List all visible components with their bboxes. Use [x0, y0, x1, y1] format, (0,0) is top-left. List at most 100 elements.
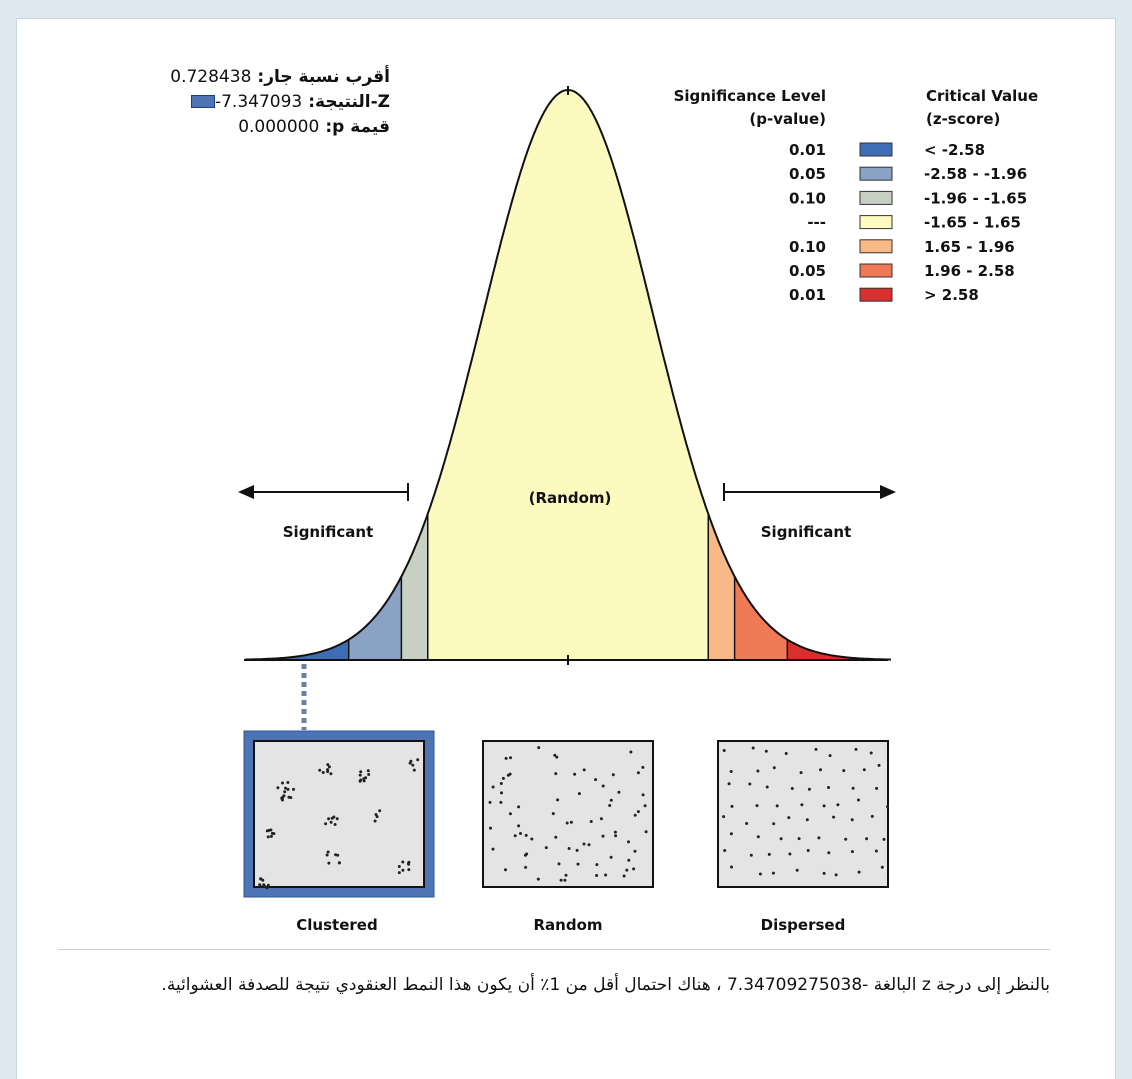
point — [622, 874, 626, 878]
legend-z-range: 1.96 - 2.58 — [924, 262, 1015, 280]
point — [857, 798, 860, 802]
point — [489, 826, 492, 830]
point — [886, 805, 889, 809]
point — [836, 803, 840, 807]
point — [551, 812, 555, 816]
statistics-summary: أقرب نسبة جار: 0.728438 Z-النتيجة: -7.34… — [60, 64, 390, 139]
point — [327, 861, 331, 865]
point — [617, 790, 621, 794]
point — [373, 819, 377, 823]
z-score-color-swatch — [190, 95, 215, 108]
point — [729, 832, 733, 836]
legend-p-value: 0.05 — [789, 262, 826, 280]
significant-right-label: Significant — [761, 523, 851, 541]
point — [324, 822, 328, 826]
point — [555, 755, 559, 759]
point — [325, 853, 329, 857]
legend: Significance Level (p-value) Critical Va… — [674, 87, 1039, 304]
point — [805, 818, 809, 822]
point — [281, 798, 284, 802]
point — [604, 873, 608, 877]
point — [488, 800, 492, 804]
point — [629, 750, 633, 754]
point — [283, 790, 287, 794]
point — [556, 798, 560, 802]
point — [870, 814, 874, 818]
point — [875, 786, 879, 790]
point — [367, 773, 371, 776]
point — [857, 870, 861, 874]
point — [882, 837, 886, 841]
clustered-label: Clustered — [296, 916, 377, 934]
point — [569, 820, 573, 824]
point — [880, 865, 884, 869]
point — [266, 835, 270, 839]
point — [504, 756, 508, 760]
point — [797, 837, 801, 841]
point — [601, 784, 605, 788]
point — [261, 878, 265, 882]
clustered-points — [258, 758, 420, 890]
point — [286, 787, 290, 791]
significant-left-label: Significant — [283, 523, 373, 541]
point — [599, 817, 603, 821]
point — [632, 867, 636, 871]
point — [749, 853, 753, 857]
point — [491, 847, 495, 851]
point — [819, 768, 822, 772]
point — [727, 782, 731, 786]
point — [799, 771, 803, 775]
point — [755, 804, 759, 808]
point — [758, 872, 762, 876]
point — [633, 813, 637, 817]
point — [644, 830, 648, 834]
curve-zone-5 — [708, 513, 735, 660]
point — [722, 749, 726, 752]
legend-swatch — [859, 215, 893, 230]
point — [286, 781, 290, 784]
point — [500, 791, 503, 795]
point — [641, 793, 645, 797]
curve-zone-6 — [734, 576, 788, 660]
point — [408, 761, 412, 765]
clustered-pattern-box — [253, 740, 425, 888]
point — [775, 804, 779, 808]
point — [595, 863, 599, 867]
right-significant-arrow — [723, 483, 896, 501]
point — [329, 820, 333, 824]
point — [627, 840, 630, 844]
point — [842, 769, 846, 773]
point — [587, 843, 591, 847]
random-points — [488, 746, 648, 882]
point — [269, 828, 273, 832]
point — [326, 763, 330, 767]
point — [358, 779, 362, 783]
point — [865, 837, 869, 841]
point — [337, 861, 341, 865]
point — [335, 817, 339, 821]
legend-z-range: < -2.58 — [924, 141, 985, 159]
curve-zones — [245, 90, 891, 660]
point — [327, 817, 331, 821]
nnr-value: 0.728438 — [170, 66, 252, 87]
point — [517, 824, 521, 828]
point — [595, 874, 599, 877]
point — [788, 852, 792, 856]
point — [326, 768, 330, 772]
point — [416, 758, 420, 762]
point — [557, 862, 561, 866]
point — [258, 883, 262, 887]
legend-swatch — [859, 263, 893, 278]
point — [582, 842, 586, 846]
point — [779, 837, 783, 841]
curve-zone-2 — [348, 576, 402, 660]
point — [407, 862, 411, 866]
point — [765, 785, 769, 789]
point — [822, 871, 826, 875]
point — [767, 852, 771, 856]
point — [329, 772, 333, 776]
legend-p-value: 0.10 — [789, 238, 826, 256]
point — [272, 832, 276, 836]
point — [359, 770, 363, 774]
point — [748, 782, 752, 786]
